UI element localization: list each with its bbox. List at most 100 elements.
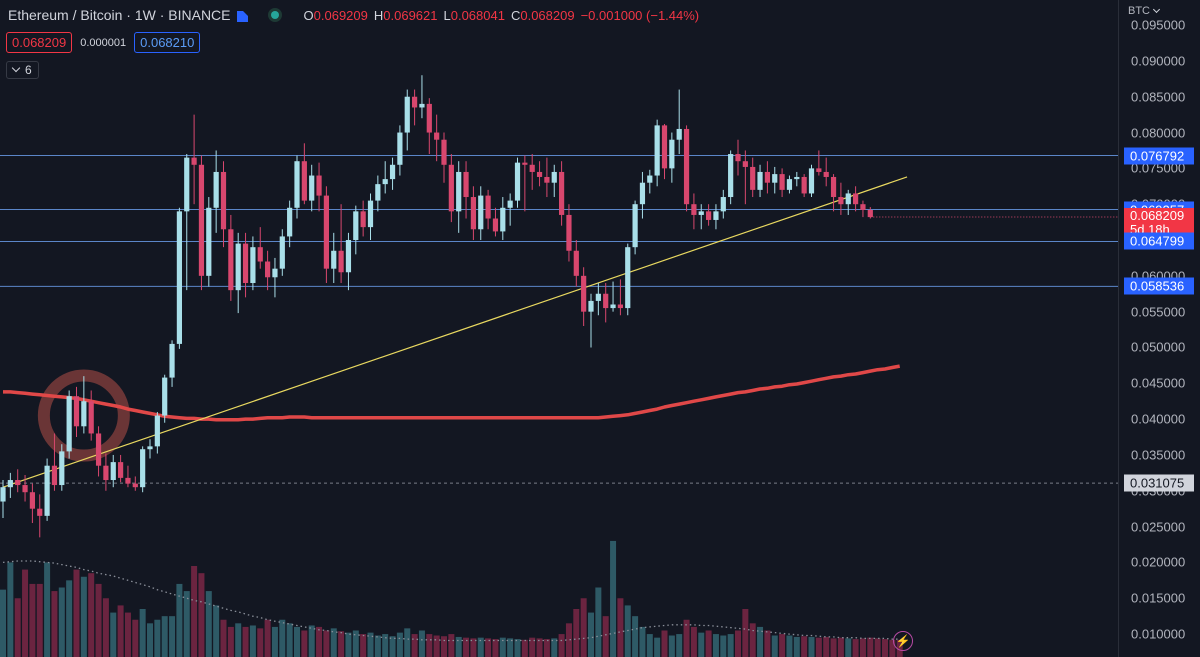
axis-tick-label: 0.090000 <box>1131 53 1186 69</box>
axis-tick-label: 0.035000 <box>1131 447 1186 463</box>
volume-bar <box>477 637 484 657</box>
moving-average-line <box>3 364 901 422</box>
volume-bar <box>169 616 176 657</box>
candle-body <box>529 164 535 172</box>
flag-icon[interactable] <box>236 10 248 22</box>
indicators-count: 6 <box>25 63 32 77</box>
volume-bar <box>235 623 242 657</box>
level-label-1: 0.076792 <box>1124 147 1194 165</box>
volume-bar <box>742 608 749 657</box>
candle-body <box>184 157 190 212</box>
candle-body <box>676 128 682 140</box>
candle-body <box>786 179 793 190</box>
candle-body <box>463 171 469 198</box>
volume-bar <box>360 634 367 657</box>
candle-body <box>617 304 623 309</box>
candle-body <box>654 125 660 176</box>
candle-body <box>661 125 668 169</box>
level-label-3: 0.064799 <box>1124 232 1194 250</box>
volume-bar <box>220 619 227 657</box>
volume-bar <box>88 573 95 657</box>
candle-body <box>331 250 337 269</box>
volume-bar <box>698 632 705 657</box>
volume-bar <box>507 638 514 657</box>
volume-bar <box>859 638 866 657</box>
axis-tick-label: 0.025000 <box>1131 519 1186 535</box>
volume-bar <box>433 635 440 657</box>
volume-bar <box>529 637 536 657</box>
axis-tick-label: 0.015000 <box>1131 590 1186 606</box>
volume-bar <box>588 612 594 657</box>
volume-bar <box>727 634 734 657</box>
price-axis-divider <box>1118 0 1119 657</box>
volume-bar <box>257 628 264 657</box>
lightning-icon[interactable]: ⚡ <box>893 631 913 651</box>
candle-body <box>176 211 182 344</box>
volume-bar <box>499 637 506 657</box>
volume-bar <box>485 638 492 657</box>
axis-tick-label: 0.020000 <box>1131 554 1186 570</box>
candle-body <box>140 449 146 488</box>
candle-body <box>22 485 28 493</box>
volume-bar <box>308 625 315 657</box>
volume-bar <box>7 562 14 657</box>
candle-body <box>375 184 381 201</box>
chevron-down-icon <box>11 63 21 73</box>
candle-body <box>838 197 844 205</box>
volume-bar <box>867 637 874 657</box>
candle-body <box>81 401 87 427</box>
volume-bar <box>191 566 198 657</box>
volume-bar <box>889 639 896 657</box>
buy-button[interactable]: 0.068210 <box>134 32 201 53</box>
candle-body <box>323 195 329 269</box>
symbol-title[interactable]: Ethereum / Bitcoin · 1W · BINANCE <box>8 7 231 23</box>
volume-bar <box>470 638 477 657</box>
volume-bar <box>117 605 124 657</box>
candle-body <box>382 179 388 185</box>
volume-bar <box>213 605 220 657</box>
volume-bar <box>771 635 778 657</box>
high-key: H <box>373 7 384 23</box>
candle-body <box>147 446 153 450</box>
volume-bar <box>396 632 403 657</box>
volume-bar <box>668 635 675 657</box>
volume-bar <box>705 630 712 657</box>
candle-body <box>294 161 300 208</box>
currency-label: BTC <box>1128 5 1150 17</box>
volume-bar <box>183 591 190 657</box>
candle-body <box>735 154 741 162</box>
candle-body <box>456 171 462 212</box>
candle-body <box>713 211 719 220</box>
volume-bar <box>617 598 624 657</box>
axis-tick-label: 0.085000 <box>1131 89 1186 105</box>
candle-body <box>29 492 35 509</box>
volume-bar <box>632 616 639 657</box>
indicators-toggle[interactable]: 6 <box>6 61 39 79</box>
volume-bar <box>815 637 822 657</box>
current-price-value: 0.068209 <box>1130 208 1185 224</box>
change-value: −0.001000 (−1.44%) <box>580 7 700 23</box>
volume-bar <box>227 626 234 657</box>
candle-body <box>169 343 175 378</box>
volume-bar <box>345 632 352 657</box>
volume-bar <box>874 638 881 657</box>
volume-bar <box>565 623 572 657</box>
candle-body <box>823 171 829 177</box>
candle-body <box>118 462 124 478</box>
candle-body <box>198 164 205 276</box>
dashed-level-label: 0.031075 <box>1124 474 1194 492</box>
sell-button[interactable]: 0.068209 <box>6 32 73 53</box>
axis-tick-label: 0.040000 <box>1131 411 1186 427</box>
volume-bar <box>646 634 653 657</box>
candle-body <box>507 200 513 208</box>
candle-body <box>514 162 521 201</box>
volume-bar <box>249 625 256 657</box>
candle-body <box>750 166 756 190</box>
ohlc-values: O0.069209 H0.069621 L0.068041 C0.068209 … <box>304 8 700 23</box>
candle-body <box>15 480 21 486</box>
volume-bar <box>132 619 139 657</box>
currency-selector[interactable]: BTC <box>1128 5 1161 17</box>
volume-bar <box>14 598 21 657</box>
candle-body <box>37 508 43 516</box>
